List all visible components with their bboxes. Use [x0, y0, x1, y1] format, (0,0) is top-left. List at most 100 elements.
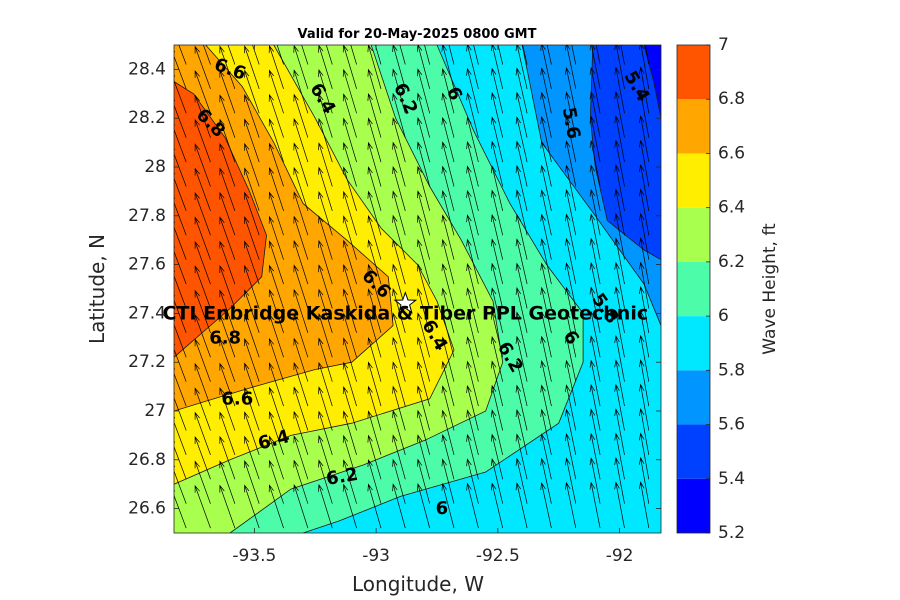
wave-arrow — [268, 69, 284, 114]
wave-arrow — [441, 287, 455, 333]
wave-arrow — [244, 338, 260, 382]
wave-arrow — [178, 45, 187, 65]
plot-frame — [173, 44, 662, 534]
wave-arrow — [342, 190, 357, 236]
wave-arrow — [639, 310, 650, 358]
wave-arrow — [293, 166, 309, 212]
wave-arrow — [318, 337, 333, 382]
wave-arrow — [244, 118, 260, 163]
wave-arrow — [473, 45, 479, 65]
contour-label: 6.8 — [209, 327, 241, 348]
wave-arrow — [392, 141, 406, 187]
wave-arrow — [293, 435, 309, 480]
wave-arrow — [546, 45, 552, 65]
wave-arrow — [639, 115, 650, 163]
wave-arrow — [589, 91, 601, 138]
contour-line-6.2 — [229, 45, 504, 533]
wave-arrow — [639, 237, 650, 285]
colorbar-tick-label: 6.6 — [718, 143, 745, 163]
wave-arrow — [614, 432, 625, 480]
wave-arrow — [540, 311, 552, 358]
wave-arrow — [268, 240, 284, 285]
wave-arrow — [219, 435, 236, 480]
wave-arrow — [614, 481, 625, 529]
wave-arrow — [194, 118, 211, 163]
wave-arrow — [540, 335, 552, 382]
wave-arrow — [219, 484, 236, 529]
wave-arrow — [639, 334, 650, 382]
contour-label: 6 — [436, 498, 449, 519]
wave-arrow — [174, 440, 187, 480]
wave-arrow — [515, 213, 528, 260]
wave-arrow — [466, 433, 479, 480]
wave-arrow — [639, 383, 650, 431]
wave-arrow — [367, 117, 382, 163]
wave-arrow — [620, 45, 625, 65]
wave-arrow — [589, 384, 601, 431]
wave-arrow — [540, 384, 552, 431]
wave-arrow — [540, 91, 552, 138]
wave-arrow — [589, 457, 601, 504]
wave-arrow — [441, 92, 455, 138]
wave-arrow — [515, 140, 528, 187]
contour-line-6.8 — [174, 81, 267, 358]
wave-arrow — [515, 262, 528, 309]
y-tick-label: 26.8 — [128, 450, 166, 470]
wave-arrow — [293, 45, 309, 90]
y-tick-label: 27 — [144, 401, 166, 421]
wave-arrow — [540, 238, 552, 285]
wave-arrow — [416, 238, 431, 285]
wave-arrow — [466, 141, 479, 187]
wave-arrow — [342, 483, 357, 529]
wave-arrow — [614, 334, 625, 382]
wave-arrow — [174, 196, 187, 236]
wave-arrow — [639, 139, 650, 187]
wave-arrow — [466, 238, 479, 285]
wave-arrow — [614, 66, 625, 114]
wave-arrow — [416, 482, 431, 529]
wave-arrow — [318, 459, 333, 504]
wave-arrow — [174, 392, 187, 431]
wave-arrow — [595, 45, 601, 65]
wave-arrow — [515, 67, 528, 114]
wave-arrow — [589, 481, 601, 529]
wave-arrow — [174, 172, 187, 212]
wave-arrow — [392, 214, 406, 260]
y-tick-label: 28 — [144, 157, 166, 177]
wave-arrow — [318, 386, 333, 431]
wave-arrow — [194, 265, 211, 309]
wave-arrow — [490, 482, 504, 529]
wave-arrow — [540, 433, 552, 480]
wave-arrow — [490, 189, 504, 236]
wave-arrow — [441, 190, 455, 236]
wave-arrow — [318, 69, 333, 114]
wave-arrow — [194, 460, 211, 504]
wave-arrow — [318, 264, 333, 309]
wave-arrow — [441, 312, 455, 358]
wave-arrow — [174, 123, 187, 163]
wave-arrow — [276, 45, 284, 65]
colorbar-frame — [676, 44, 711, 534]
wave-arrow — [268, 459, 284, 504]
wave-arrow — [268, 484, 284, 529]
y-tick-label: 27.8 — [128, 206, 166, 226]
wave-arrow — [540, 116, 552, 163]
wave-arrow — [392, 410, 406, 455]
wave-arrow — [293, 386, 309, 431]
wave-arrow — [515, 409, 528, 455]
wave-arrow — [293, 459, 309, 504]
wave-arrow — [540, 189, 552, 236]
wave-arrow — [367, 288, 382, 333]
site-label: CTI Enbridge Kaskida & Tiber PPL Geotech… — [163, 303, 649, 325]
wave-arrow — [194, 240, 211, 285]
y-tick-label: 28.2 — [128, 108, 166, 128]
wave-arrow — [589, 262, 601, 309]
wave-arrow — [219, 240, 236, 285]
wave-arrow — [441, 385, 455, 431]
wave-arrow — [571, 45, 577, 65]
wave-arrow — [399, 45, 406, 65]
contour-line-6.6 — [174, 45, 394, 412]
wave-arrow — [392, 483, 406, 529]
wave-arrow — [466, 214, 479, 260]
wave-arrow — [441, 458, 455, 504]
